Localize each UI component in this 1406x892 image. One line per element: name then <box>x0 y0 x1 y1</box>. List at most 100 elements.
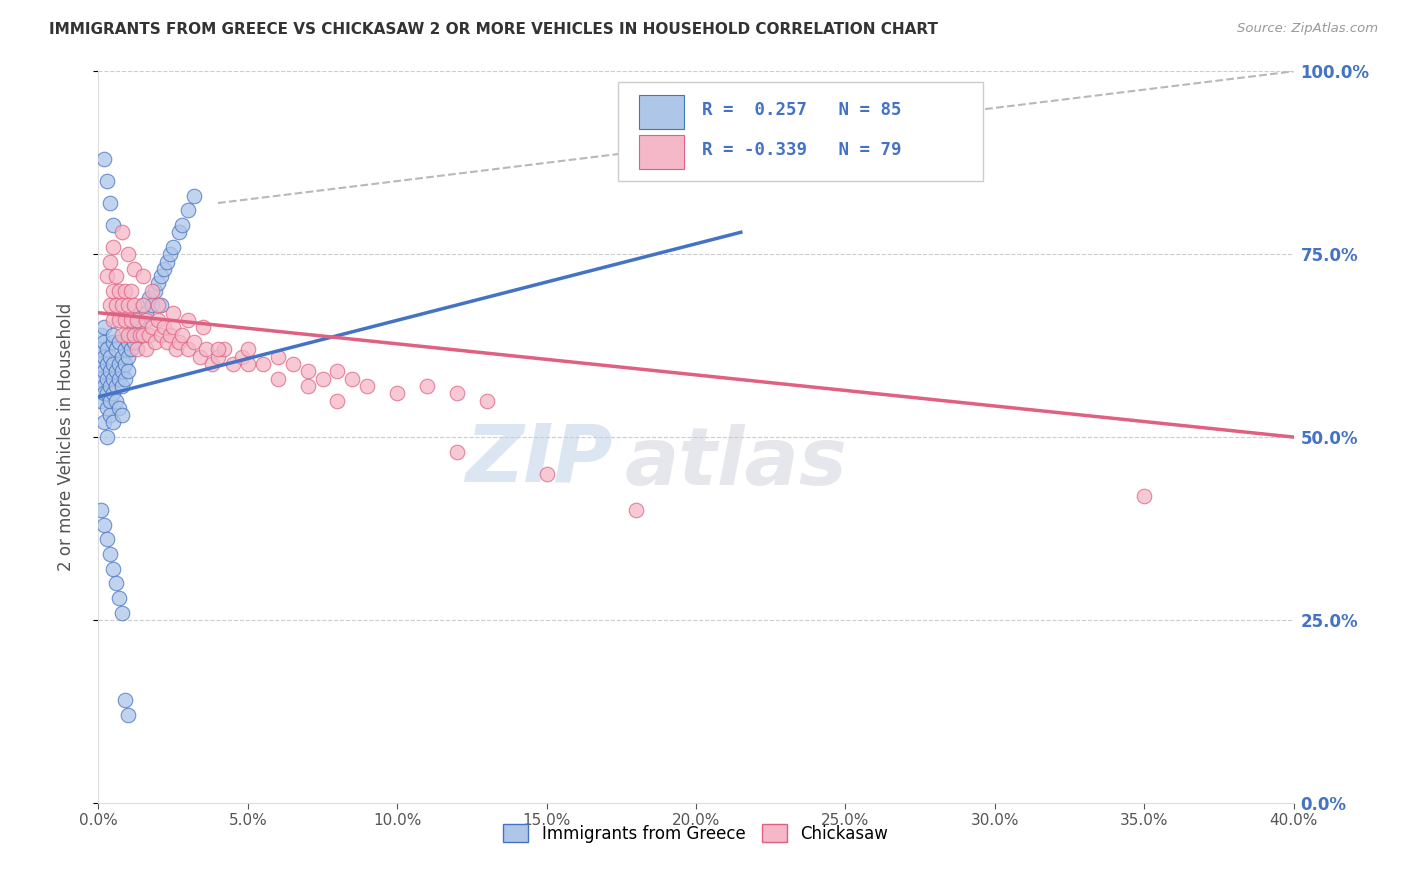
Bar <box>638 95 685 129</box>
Point <box>153 320 176 334</box>
Point <box>124 261 146 276</box>
Point <box>108 371 131 385</box>
Point <box>132 298 155 312</box>
Point <box>416 379 439 393</box>
Point <box>90 393 112 408</box>
Point <box>127 343 149 357</box>
Point <box>150 327 173 342</box>
Text: R =  0.257   N = 85: R = 0.257 N = 85 <box>702 101 901 120</box>
Point <box>195 343 218 357</box>
Point <box>127 313 149 327</box>
Point <box>105 364 128 378</box>
Point <box>93 386 115 401</box>
Point <box>96 401 118 415</box>
Point <box>138 291 160 305</box>
Point <box>111 364 134 378</box>
Point <box>626 503 648 517</box>
Point <box>93 517 115 532</box>
Point <box>96 357 118 371</box>
Point <box>311 371 333 385</box>
Point <box>90 503 112 517</box>
Point <box>114 357 136 371</box>
Point <box>177 313 200 327</box>
Point <box>127 313 149 327</box>
Point <box>297 379 319 393</box>
Point <box>96 386 118 401</box>
Point <box>201 357 224 371</box>
Point <box>132 327 155 342</box>
Point <box>141 284 163 298</box>
Point <box>105 576 128 591</box>
Point <box>98 298 122 312</box>
Point <box>326 364 349 378</box>
Point <box>105 393 128 408</box>
Text: ZIP: ZIP <box>465 420 613 498</box>
Point <box>143 334 166 349</box>
Point <box>159 327 181 342</box>
Point <box>191 320 214 334</box>
Point <box>111 350 134 364</box>
Point <box>103 334 125 349</box>
FancyBboxPatch shape <box>619 82 983 181</box>
Point <box>98 196 122 211</box>
Point <box>326 393 349 408</box>
Point <box>124 334 146 349</box>
Point <box>98 393 122 408</box>
Point <box>96 371 118 385</box>
Point <box>132 298 155 312</box>
Point <box>138 327 160 342</box>
Point <box>103 284 125 298</box>
Point <box>117 364 139 378</box>
Point <box>105 298 128 312</box>
Point <box>98 408 122 422</box>
Point <box>117 708 139 723</box>
Point <box>148 277 170 291</box>
Point <box>103 562 125 576</box>
Point <box>267 371 290 385</box>
Point <box>103 327 125 342</box>
Point <box>96 533 118 547</box>
Point <box>135 313 157 327</box>
Point <box>177 343 200 357</box>
Point <box>129 306 152 320</box>
Point <box>103 371 125 385</box>
Text: Source: ZipAtlas.com: Source: ZipAtlas.com <box>1237 22 1378 36</box>
Point <box>93 334 115 349</box>
Point <box>108 284 131 298</box>
Point <box>148 298 170 312</box>
Point <box>120 284 142 298</box>
Point <box>446 444 468 458</box>
Point <box>111 606 134 620</box>
Point <box>96 430 118 444</box>
Point <box>93 320 115 334</box>
Point <box>111 408 134 422</box>
Point <box>172 327 194 342</box>
Point <box>162 320 184 334</box>
Point <box>385 386 409 401</box>
Point <box>143 284 166 298</box>
Point <box>108 313 131 327</box>
Point <box>132 269 155 284</box>
Point <box>1133 489 1156 503</box>
Point <box>96 174 118 188</box>
Point <box>183 334 205 349</box>
Point <box>108 357 131 371</box>
Point <box>188 350 211 364</box>
Y-axis label: 2 or more Vehicles in Household: 2 or more Vehicles in Household <box>56 303 75 571</box>
Point <box>98 364 122 378</box>
Point <box>153 261 176 276</box>
Point <box>111 327 134 342</box>
Point <box>93 350 115 364</box>
Text: R = -0.339   N = 79: R = -0.339 N = 79 <box>702 141 901 160</box>
Point <box>120 313 142 327</box>
Point <box>117 334 139 349</box>
Point <box>207 350 229 364</box>
Point <box>222 357 245 371</box>
Point <box>108 591 131 605</box>
Legend: Immigrants from Greece, Chickasaw: Immigrants from Greece, Chickasaw <box>496 818 896 849</box>
Point <box>120 343 142 357</box>
Point <box>342 371 364 385</box>
Point <box>159 247 181 261</box>
Point <box>93 379 115 393</box>
Point <box>475 393 498 408</box>
